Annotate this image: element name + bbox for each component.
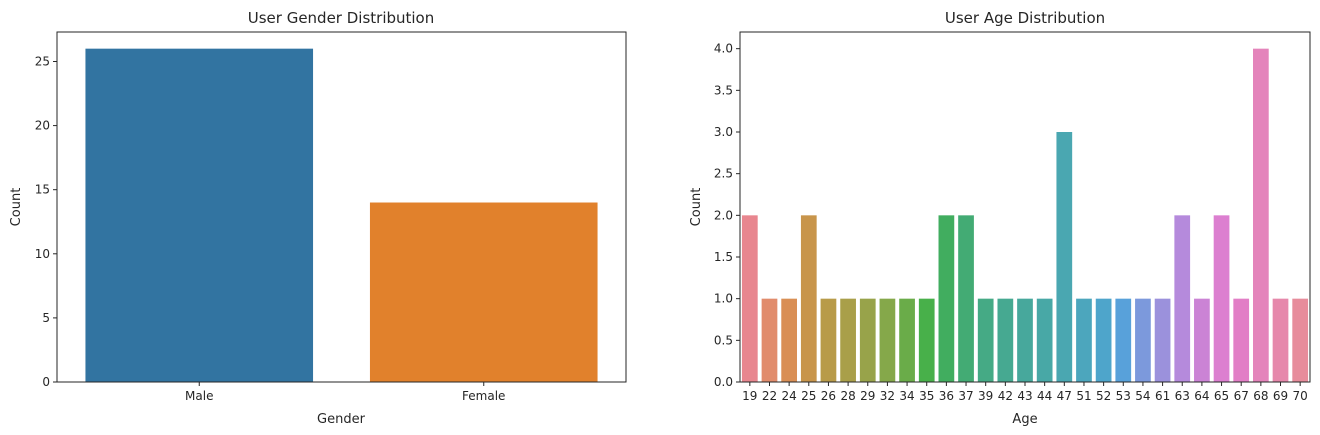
gender-chart: User Gender Distribution Gender Count 0 5… [9,9,627,427]
x-tick-label: Male [185,389,213,403]
x-tick-label: 34 [899,389,914,403]
y-tick-label: 0.5 [714,333,733,347]
y-tick-label: 1.0 [714,292,733,306]
bar-22 [761,298,778,382]
y-tick-label: 3.5 [714,83,733,97]
age-chart: User Age Distribution Age Count 0.0 0.5 1.… [689,9,1311,427]
x-tick-label: 70 [1293,389,1308,403]
x-tick-label: 43 [1017,389,1032,403]
x-tick-label: 67 [1234,389,1249,403]
x-tick-label: 64 [1194,389,1209,403]
bar-68 [1253,48,1269,383]
x-tick-label: 54 [1135,389,1150,403]
bar-44 [1036,298,1053,382]
bar-29 [859,298,876,382]
bar-42 [997,298,1014,382]
x-tick-label: 28 [840,389,855,403]
bar-51 [1076,298,1092,382]
x-tick-label: 42 [998,389,1013,403]
bar-64 [1194,298,1210,382]
bar-35 [918,298,935,382]
x-axis-label: Gender [317,412,366,427]
x-tick-label: 39 [978,389,993,403]
y-tick-label: 0 [42,375,50,389]
bar-69 [1272,298,1289,382]
x-axis-label: Age [1012,412,1037,427]
y-tick-label: 5 [42,311,50,325]
bar-70 [1292,298,1309,382]
plot-frame [56,31,627,383]
x-tick-label: 26 [821,389,836,403]
x-tick-label: 36 [939,389,954,403]
y-tick-label: 1.5 [714,250,733,264]
bar-25 [800,215,817,382]
y-tick-label: 0.0 [714,375,733,389]
bar-19 [741,215,758,382]
bar-28 [840,298,856,382]
bar-61 [1154,298,1171,382]
x-tick-label: 35 [919,389,934,403]
x-tick-label: 37 [958,389,973,403]
x-tick-label: 69 [1273,389,1288,403]
x-tick-label: 22 [762,389,777,403]
y-tick-label: 3.0 [714,125,733,139]
bar-37 [958,215,974,382]
bar-24 [781,298,797,382]
bar-Male [85,48,314,383]
x-tick-label: 63 [1175,389,1190,403]
y-axis-label: Count [689,188,704,227]
x-tick-label: 25 [801,389,816,403]
bar-36 [938,215,955,382]
bar-52 [1095,298,1112,382]
x-tick-label: 24 [781,389,796,403]
plot-frame [739,31,1311,383]
y-tick-label: 2.0 [714,208,733,222]
bar-26 [820,298,837,382]
chart-title: User Age Distribution [945,9,1105,27]
y-tick-label: 10 [35,247,50,261]
y-tick-label: 2.5 [714,167,733,181]
x-tick-label: 53 [1116,389,1131,403]
x-tick-label: 47 [1057,389,1072,403]
y-tick-label: 20 [35,119,50,133]
y-tick-label: 25 [35,54,50,68]
bar-34 [899,298,915,382]
bar-54 [1135,298,1151,382]
x-tick-label: 65 [1214,389,1229,403]
bar-Female [369,202,598,382]
y-tick-label: 4.0 [714,42,733,56]
x-tick-label: 68 [1253,389,1268,403]
x-tick-label: 29 [860,389,875,403]
x-tick-label: 51 [1076,389,1091,403]
y-axis-label: Count [9,188,24,227]
x-tick-label: 52 [1096,389,1111,403]
bar-67 [1233,298,1250,382]
x-tick-label: Female [462,389,505,403]
bar-53 [1115,298,1132,382]
x-tick-label: 19 [742,389,757,403]
bar-63 [1174,215,1191,382]
bar-65 [1213,215,1230,382]
y-tick-label: 15 [35,183,50,197]
bar-47 [1056,132,1073,382]
x-tick-label: 61 [1155,389,1170,403]
chart-title: User Gender Distribution [248,9,435,27]
x-tick-label: 32 [880,389,895,403]
x-tick-label: 44 [1037,389,1052,403]
bar-32 [879,298,896,382]
bar-39 [977,298,994,382]
bar-43 [1017,298,1033,382]
